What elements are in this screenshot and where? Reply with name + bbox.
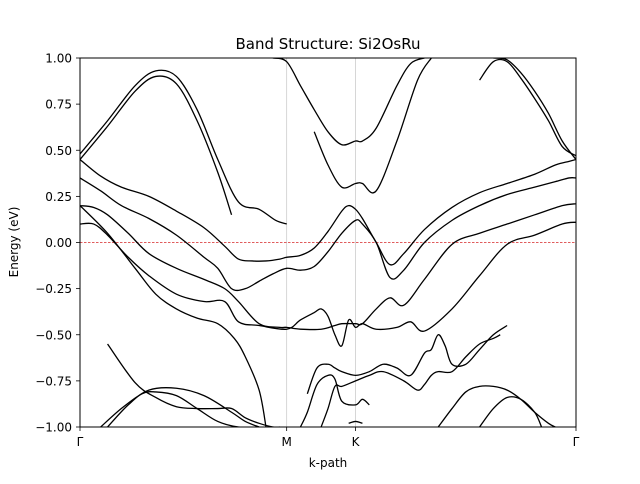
band-line-1 [80,69,287,225]
y-tick-label: −0.25 [35,282,72,296]
band-line-5 [493,58,576,160]
band-line-7 [80,158,576,266]
band-line-10 [80,221,576,347]
y-tick-label: 0.50 [45,144,72,158]
band-line-17 [299,374,370,427]
band-line-12 [107,343,280,427]
x-tick-label: K [352,435,361,449]
y-axis-label: Energy (eV) [7,207,21,278]
x-axis-label: k-path [309,456,348,470]
band-line-11 [80,205,267,427]
band-line-14 [100,391,260,427]
band-line-9 [80,203,576,331]
band-line-18 [348,420,363,424]
band-line-6 [479,58,576,157]
y-tick-label: 0.25 [45,190,72,204]
y-tick-label: 1.00 [45,52,72,66]
band-line-15 [306,324,508,395]
y-tick-label: 0.75 [45,98,72,112]
y-tick-label: −0.75 [35,374,72,388]
band-line-19 [437,385,556,427]
band-line-16 [320,334,501,427]
x-tick-label: M [281,435,291,449]
x-tick-label: Γ [573,435,580,449]
band-line-20 [479,396,543,427]
band-line-3 [272,58,425,146]
y-tick-label: 0.00 [45,236,72,250]
x-tick-label: Γ [77,435,84,449]
y-tick-label: −1.00 [35,421,72,435]
band-line-13 [107,387,260,427]
chart-title: Band Structure: Si2OsRu [236,35,421,53]
y-tick-label: −0.50 [35,328,72,342]
band-line-2 [80,75,233,216]
band-line-4 [313,58,432,194]
band-line-8 [80,177,576,292]
